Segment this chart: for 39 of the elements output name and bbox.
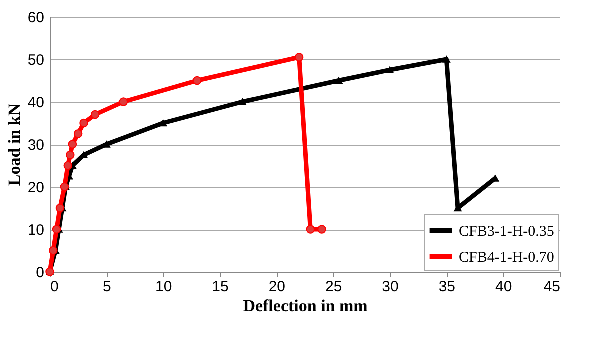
y-tick-label: 10 xyxy=(28,222,44,239)
x-tick-label: 30 xyxy=(382,278,399,296)
point xyxy=(386,66,394,74)
point xyxy=(119,98,128,106)
point xyxy=(335,77,343,84)
x-tick-label: 5 xyxy=(102,278,112,296)
legend-label: CFB3-1-H-0.35 xyxy=(459,224,554,240)
point xyxy=(306,225,316,234)
x-tick-label: 25 xyxy=(325,278,342,296)
x-tick-label: 35 xyxy=(438,278,456,296)
point xyxy=(318,225,326,234)
x-tick-label: 20 xyxy=(268,278,286,296)
x-tick-label: 0 xyxy=(50,278,59,296)
point xyxy=(64,161,73,170)
point xyxy=(442,56,451,63)
point xyxy=(52,225,62,234)
x-axis-title: Deflection in mm xyxy=(243,296,368,316)
y-axis-title: Load in kN xyxy=(4,103,24,186)
point xyxy=(66,150,75,160)
legend-label: CFB4-1-H-0.70 xyxy=(459,250,554,266)
point xyxy=(294,53,304,62)
point xyxy=(68,140,78,149)
point xyxy=(56,204,65,213)
point xyxy=(80,118,88,128)
y-tick-label: 30 xyxy=(28,137,44,154)
point xyxy=(90,110,100,120)
x-tick-label: 45 xyxy=(544,278,560,296)
y-tick-label: 60 xyxy=(28,10,44,26)
x-tick-label: 15 xyxy=(212,278,229,296)
x-tick-label: 40 xyxy=(495,278,512,296)
point xyxy=(238,98,247,106)
y-tick-label: 0 xyxy=(36,264,44,282)
y-tick-label: 20 xyxy=(28,180,44,196)
point xyxy=(159,120,168,127)
x-tick-label: 10 xyxy=(155,278,172,296)
point xyxy=(192,76,202,86)
y-tick-label: 40 xyxy=(28,94,44,112)
point xyxy=(74,130,83,138)
y-tick-label: 50 xyxy=(28,52,44,69)
